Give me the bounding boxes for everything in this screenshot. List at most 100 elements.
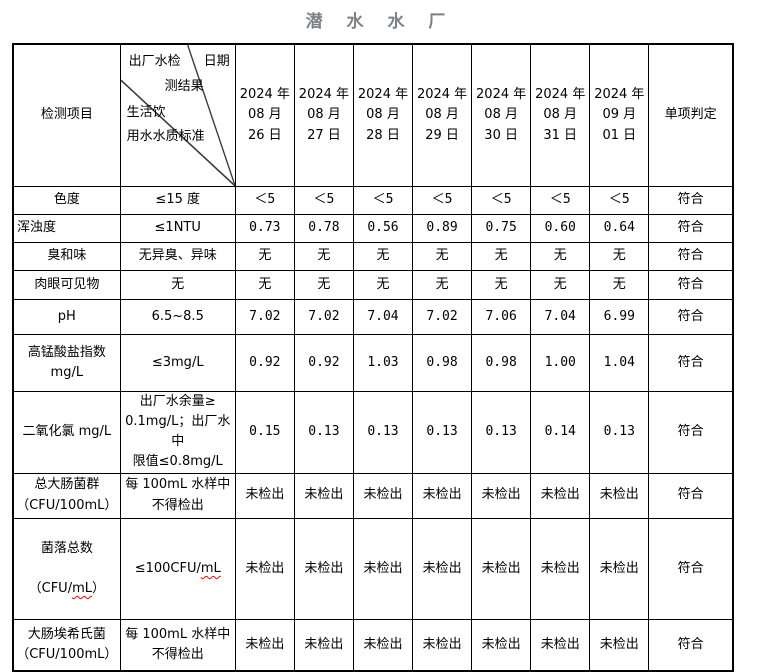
- value-cell: 7.02: [412, 298, 473, 335]
- page-title: 潜 水 水 厂: [305, 12, 455, 32]
- value-cell: 1.04: [589, 333, 650, 392]
- item-label-line2-prefix: （CFU/: [28, 580, 73, 596]
- judge-cell: 符合: [648, 517, 734, 621]
- judge-cell: 符合: [648, 333, 734, 392]
- value-cell: 0.60: [530, 213, 591, 243]
- value-cell: 无: [234, 269, 295, 300]
- row-chroma: 色度 ≤15 度 ＜5 ＜5 ＜5 ＜5 ＜5 ＜5 ＜5 符合: [12, 185, 734, 215]
- value-cell: 0.56: [352, 213, 414, 243]
- row-chlorine-dioxide: 二氧化氯 mg/L 出厂水余量≥ 0.1mg/L；出厂水中 限值≤0.8mg/L…: [12, 390, 734, 474]
- value-cell: ＜5: [471, 185, 532, 215]
- item-label-line2-suffix: ）: [91, 580, 105, 596]
- value-cell: 0.13: [352, 390, 414, 474]
- value-cell: 0.98: [471, 333, 532, 392]
- value-cell: 无: [352, 241, 414, 271]
- value-cell: ＜5: [589, 185, 650, 215]
- value-cell: 无: [589, 269, 650, 300]
- judge-cell: 符合: [648, 619, 734, 672]
- value-cell: 无: [412, 269, 473, 300]
- corner-standard-label-line1: 生活饮: [126, 105, 166, 120]
- value-cell: 未检出: [234, 472, 295, 519]
- value-cell: 7.02: [293, 298, 354, 335]
- value-cell: 0.89: [412, 213, 473, 243]
- value-cell: ＜5: [530, 185, 591, 215]
- value-cell: 无: [471, 269, 532, 300]
- value-cell: 未检出: [412, 472, 473, 519]
- judge-cell: 符合: [648, 185, 734, 215]
- standard-cell: 出厂水余量≥ 0.1mg/L；出厂水中 限值≤0.8mg/L: [119, 390, 236, 474]
- value-cell: 0.13: [471, 390, 532, 474]
- item-label: 肉眼可见物: [12, 269, 121, 300]
- item-label: 浑浊度: [12, 213, 121, 243]
- value-cell: 1.03: [352, 333, 414, 392]
- judge-cell: 符合: [648, 269, 734, 300]
- value-cell: 未检出: [293, 517, 354, 621]
- corner-standard-label-line2: 用水水质标准: [126, 129, 205, 144]
- spellcheck-underlined-text: mL: [200, 560, 221, 576]
- date-header: 2024 年 09 月 01 日: [589, 43, 650, 187]
- value-cell: ＜5: [293, 185, 354, 215]
- value-cell: 0.78: [293, 213, 354, 243]
- value-cell: 0.98: [412, 333, 473, 392]
- value-cell: 未检出: [352, 619, 414, 672]
- row-e-coli: 大肠埃希氏菌 （CFU/100mL） 每 100mL 水样中 不得检出 未检出 …: [12, 619, 734, 672]
- value-cell: 无: [589, 241, 650, 271]
- value-cell: 0.13: [589, 390, 650, 474]
- date-header: 2024 年 08 月 26 日: [234, 43, 295, 187]
- value-cell: 7.02: [234, 298, 295, 335]
- value-cell: 无: [530, 241, 591, 271]
- row-odor-taste: 臭和味 无异臭、异味 无 无 无 无 无 无 无 符合: [12, 241, 734, 271]
- diagonal-divider-lines: [121, 45, 235, 186]
- standard-cell: 每 100mL 水样中 不得检出: [119, 472, 236, 519]
- value-cell: 7.06: [471, 298, 532, 335]
- value-cell: 未检出: [412, 619, 473, 672]
- date-header: 2024 年 08 月 27 日: [293, 43, 354, 187]
- row-total-coliform: 总大肠菌群 （CFU/100mL） 每 100mL 水样中 不得检出 未检出 未…: [12, 472, 734, 519]
- value-cell: 6.99: [589, 298, 650, 335]
- value-cell: 0.13: [293, 390, 354, 474]
- value-cell: 未检出: [234, 517, 295, 621]
- judge-column-header: 单项判定: [648, 43, 734, 187]
- judge-cell: 符合: [648, 241, 734, 271]
- corner-header-cell: 出厂水检 日期 测结果 生活饮 用水水质标准: [119, 43, 236, 187]
- value-cell: 未检出: [530, 517, 591, 621]
- item-label-line1: 菌落总数: [40, 540, 93, 556]
- value-cell: 0.73: [234, 213, 295, 243]
- value-cell: 0.92: [293, 333, 354, 392]
- item-label: pH: [12, 298, 121, 335]
- value-cell: 1.00: [530, 333, 591, 392]
- value-cell: 7.04: [530, 298, 591, 335]
- item-label: 菌落总数 （CFU/mL）: [12, 517, 121, 621]
- corner-date-label: 日期: [203, 54, 230, 69]
- item-label: 高锰酸盐指数 mg/L: [12, 333, 121, 392]
- value-cell: 未检出: [471, 619, 532, 672]
- value-cell: 未检出: [589, 517, 650, 621]
- value-cell: 0.92: [234, 333, 295, 392]
- value-cell: 0.75: [471, 213, 532, 243]
- value-cell: ＜5: [352, 185, 414, 215]
- item-label: 总大肠菌群 （CFU/100mL）: [12, 472, 121, 519]
- value-cell: 无: [471, 241, 532, 271]
- standard-cell: 6.5~8.5: [119, 298, 236, 335]
- corner-result-label-line2: 测结果: [164, 79, 204, 94]
- judge-cell: 符合: [648, 298, 734, 335]
- standard-cell: ≤100CFU/mL: [119, 517, 236, 621]
- value-cell: 未检出: [293, 619, 354, 672]
- standard-cell: 无异臭、异味: [119, 241, 236, 271]
- standard-cell: ≤1NTU: [119, 213, 236, 243]
- date-header: 2024 年 08 月 30 日: [471, 43, 532, 187]
- value-cell: 无: [412, 241, 473, 271]
- value-cell: 未检出: [471, 472, 532, 519]
- judge-cell: 符合: [648, 472, 734, 519]
- row-permanganate-index: 高锰酸盐指数 mg/L ≤3mg/L 0.92 0.92 1.03 0.98 0…: [12, 333, 734, 392]
- value-cell: 未检出: [530, 619, 591, 672]
- standard-cell: ≤3mg/L: [119, 333, 236, 392]
- value-cell: 无: [234, 241, 295, 271]
- item-label: 二氧化氯 mg/L: [12, 390, 121, 474]
- judge-cell: 符合: [648, 213, 734, 243]
- date-header: 2024 年 08 月 31 日: [530, 43, 591, 187]
- value-cell: 无: [293, 269, 354, 300]
- spellcheck-underlined-text: mL: [72, 580, 92, 596]
- item-label: 大肠埃希氏菌 （CFU/100mL）: [12, 619, 121, 672]
- item-label: 色度: [12, 185, 121, 215]
